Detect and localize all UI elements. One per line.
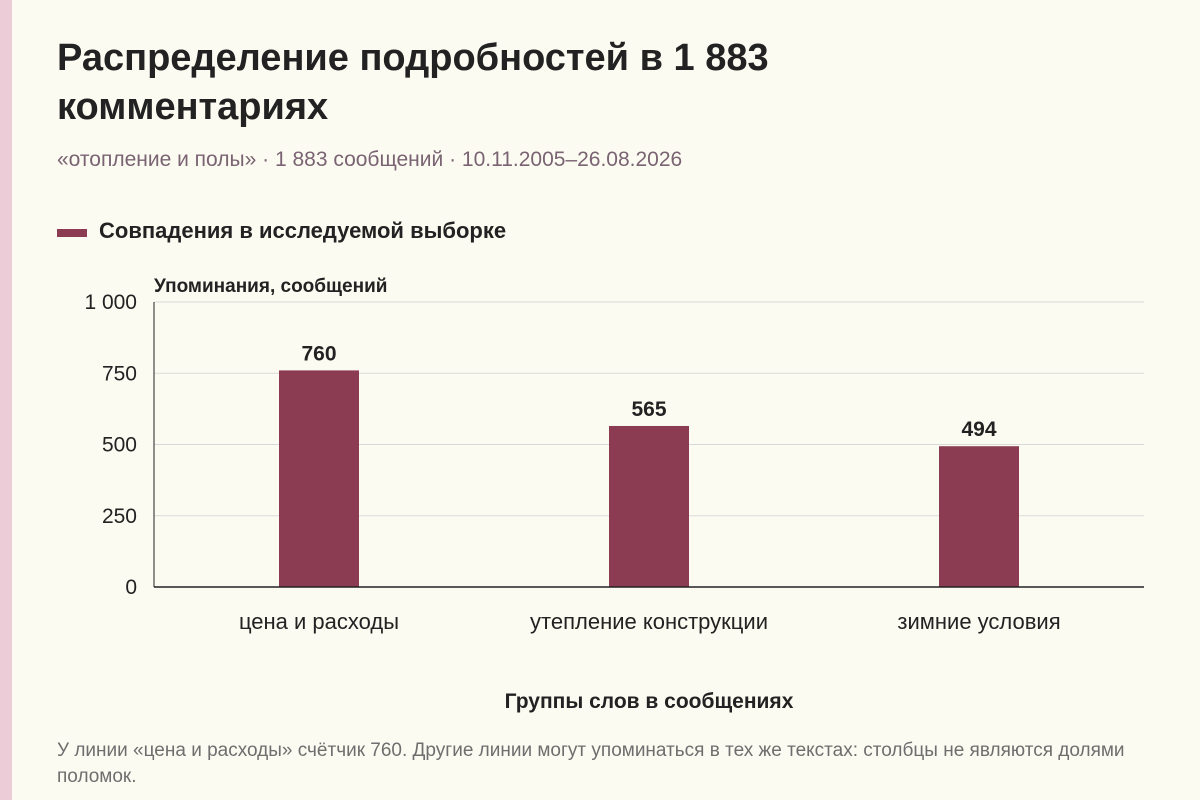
bars	[279, 370, 1019, 587]
x-tick-label: цена и расходы	[239, 609, 399, 634]
x-axis-label: Группы слов в сообщениях	[505, 690, 794, 713]
bar	[939, 446, 1019, 587]
data-labels: 760 565 494	[301, 342, 996, 441]
data-label: 565	[631, 398, 666, 421]
x-tick-label: зимние условия	[897, 609, 1060, 634]
data-label: 494	[961, 418, 996, 441]
footnote: У линии «цена и расходы» счётчик 760. Др…	[57, 740, 1125, 787]
y-tick-label: 500	[102, 434, 137, 457]
chart-legend: Совпадения в исследуемой выборке	[57, 218, 506, 244]
bar	[609, 425, 689, 587]
legend-swatch	[57, 229, 87, 237]
x-tick-label: утепление конструкции	[530, 609, 768, 634]
y-tick-label: 0	[125, 576, 137, 599]
y-tick-label: 750	[102, 362, 137, 385]
bar-chart: Упоминания, сообщений 0 250 500 750 1 000 76…	[84, 276, 1144, 713]
y-tick-label: 250	[102, 505, 137, 528]
chart-title: Распределение подробностей в 1 883 комме…	[57, 37, 769, 128]
bar	[279, 370, 359, 587]
y-tick-label: 1 000	[84, 291, 137, 314]
chart-subtitle: «отопление и полы» · 1 883 сообщений · 1…	[57, 148, 683, 171]
x-tick-labels: цена и расходы утепление конструкции зимни…	[239, 609, 1061, 634]
y-axis-label: Упоминания, сообщений	[154, 276, 387, 297]
side-accent-stripe	[0, 0, 12, 800]
data-label: 760	[301, 342, 336, 365]
legend-label: Совпадения в исследуемой выборке	[99, 218, 507, 243]
y-tick-labels: 0 250 500 750 1 000	[84, 291, 137, 599]
